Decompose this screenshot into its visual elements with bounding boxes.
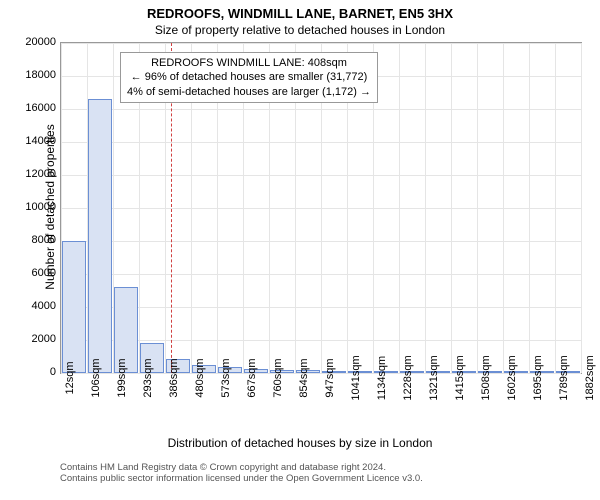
grid-line-v: [555, 43, 556, 373]
x-tick-label: 199sqm: [116, 358, 128, 397]
x-tick-label: 947sqm: [324, 358, 336, 397]
x-tick-label: 1321sqm: [428, 355, 440, 400]
x-tick-label: 1789sqm: [558, 355, 570, 400]
x-tick-label: 854sqm: [298, 358, 310, 397]
x-tick-label: 1228sqm: [402, 355, 414, 400]
x-tick-label: 1415sqm: [454, 355, 466, 400]
x-tick-label: 1602sqm: [506, 355, 518, 400]
y-tick-label: 2000: [0, 333, 56, 345]
grid-line-v: [477, 43, 478, 373]
x-tick-label: 386sqm: [168, 358, 180, 397]
footer-attribution: Contains HM Land Registry data © Crown c…: [60, 462, 423, 485]
y-tick-label: 20000: [0, 36, 56, 48]
x-tick-label: 760sqm: [272, 358, 284, 397]
x-tick-label: 573sqm: [220, 358, 232, 397]
x-tick-label: 1882sqm: [584, 355, 596, 400]
grid-line-h: [61, 373, 581, 374]
x-tick-label: 667sqm: [246, 358, 258, 397]
x-tick-label: 106sqm: [90, 358, 102, 397]
grid-line-v: [503, 43, 504, 373]
grid-line-v: [451, 43, 452, 373]
histogram-bar: [88, 99, 113, 373]
x-tick-label: 480sqm: [194, 358, 206, 397]
histogram-bar: [62, 241, 87, 373]
chart-title: REDROOFS, WINDMILL LANE, BARNET, EN5 3HX: [0, 0, 600, 21]
x-tick-label: 12sqm: [64, 361, 76, 394]
grid-line-v: [399, 43, 400, 373]
annotation-box: REDROOFS WINDMILL LANE: 408sqm ← 96% of …: [120, 52, 378, 103]
annotation-line-3: 4% of semi-detached houses are larger (1…: [127, 85, 371, 99]
footer-line-2: Contains public sector information licen…: [60, 473, 423, 484]
annotation-line-1: REDROOFS WINDMILL LANE: 408sqm: [127, 56, 371, 70]
x-tick-label: 293sqm: [142, 358, 154, 397]
y-axis-label: Number of detached properties: [43, 107, 57, 307]
x-tick-label: 1041sqm: [350, 355, 362, 400]
x-tick-label: 1695sqm: [532, 355, 544, 400]
x-tick-label: 1508sqm: [480, 355, 492, 400]
y-tick-label: 0: [0, 366, 56, 378]
x-tick-label: 1134sqm: [376, 356, 388, 400]
chart-subtitle: Size of property relative to detached ho…: [0, 21, 600, 37]
y-tick-label: 18000: [0, 69, 56, 81]
grid-line-v: [581, 43, 582, 373]
chart-container: REDROOFS, WINDMILL LANE, BARNET, EN5 3HX…: [0, 0, 600, 500]
footer-line-1: Contains HM Land Registry data © Crown c…: [60, 462, 423, 473]
x-axis-label: Distribution of detached houses by size …: [0, 436, 600, 450]
grid-line-v: [425, 43, 426, 373]
grid-line-v: [529, 43, 530, 373]
annotation-line-2: ← 96% of detached houses are smaller (31…: [127, 70, 371, 84]
